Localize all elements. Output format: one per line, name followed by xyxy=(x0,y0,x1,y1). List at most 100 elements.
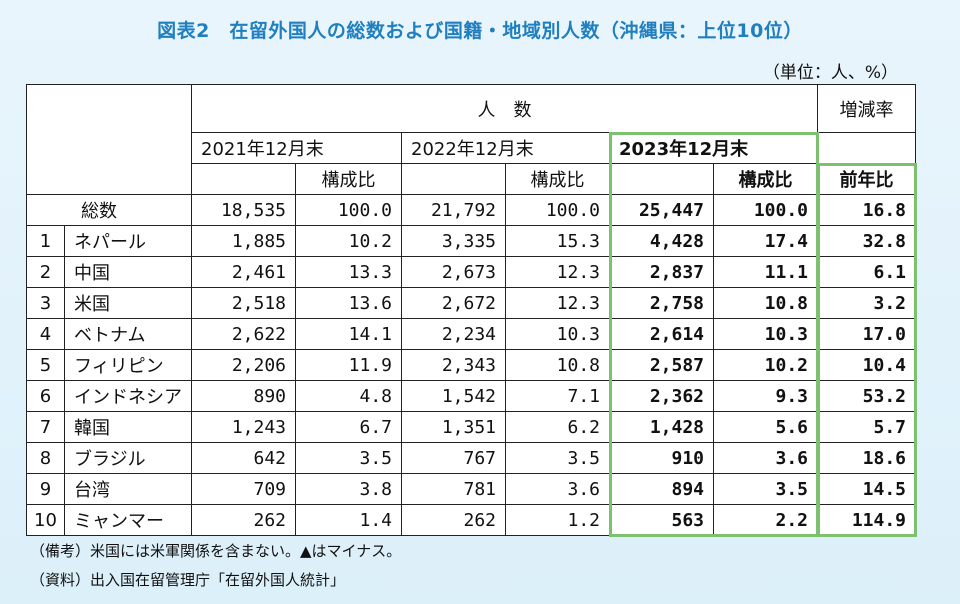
cell-rank: 1 xyxy=(26,225,65,257)
cell-v2021: 642 xyxy=(191,442,296,474)
cell-r2021: 10.2 xyxy=(295,225,402,257)
header-change-blank xyxy=(817,132,916,164)
cell-v2022: 2,234 xyxy=(401,318,506,350)
cell-name: フィリピン xyxy=(64,349,192,381)
cell-yoy: 114.9 xyxy=(817,504,916,536)
total-r2022: 100.0 xyxy=(505,194,610,226)
cell-yoy: 10.4 xyxy=(817,349,916,381)
table-row: 4 ベトナム 2,622 14.1 2,234 10.3 2,614 10.3 17.0 xyxy=(26,318,916,350)
cell-v2022: 2,343 xyxy=(401,349,506,381)
header-yoy: 前年比 xyxy=(817,163,916,195)
cell-v2022: 2,673 xyxy=(401,256,506,288)
cell-name: 韓国 xyxy=(64,411,192,443)
cell-r2022: 3.5 xyxy=(505,442,610,474)
note-remarks: （備考）米国には米軍関係を含まない。▲はマイナス。 xyxy=(30,542,402,560)
cell-name: インドネシア xyxy=(64,380,192,412)
cell-rank: 10 xyxy=(26,504,65,536)
cell-r2023: 3.6 xyxy=(713,442,818,474)
table-row: 2 中国 2,461 13.3 2,673 12.3 2,837 11.1 6.1 xyxy=(26,256,916,288)
corner-cell xyxy=(26,84,192,195)
cell-v2022: 767 xyxy=(401,442,506,474)
cell-yoy: 5.7 xyxy=(817,411,916,443)
cell-r2023: 17.4 xyxy=(713,225,818,257)
cell-yoy: 3.2 xyxy=(817,287,916,319)
table-container: 人 数 増減率 2021年12月末 2022年12月末 2023年12月末 構成… xyxy=(26,84,917,537)
cell-r2021: 1.4 xyxy=(295,504,402,536)
cell-v2021: 1,243 xyxy=(191,411,296,443)
header-2023: 2023年12月末 xyxy=(609,132,818,164)
total-row: 総数 18,535 100.0 21,792 100.0 25,447 100.… xyxy=(26,194,916,226)
cell-rank: 6 xyxy=(26,380,65,412)
total-yoy: 16.8 xyxy=(817,194,916,226)
page-title: 図表2 在留外国人の総数および国籍・地域別人数（沖縄県：上位10位） xyxy=(157,20,803,42)
cell-v2021: 2,461 xyxy=(191,256,296,288)
header-people: 人 数 xyxy=(191,84,818,133)
total-r2021: 100.0 xyxy=(295,194,402,226)
blank-2022 xyxy=(401,163,506,195)
table-row: 6 インドネシア 890 4.8 1,542 7.1 2,362 9.3 53.2 xyxy=(26,380,916,412)
cell-r2023: 10.3 xyxy=(713,318,818,350)
header-ratio-2022: 構成比 xyxy=(505,163,610,195)
cell-r2021: 6.7 xyxy=(295,411,402,443)
table-body: 1 ネパール 1,885 10.2 3,335 15.3 4,428 17.4 32.8 2 中国 2… xyxy=(26,225,916,536)
cell-v2023: 894 xyxy=(609,473,714,505)
cell-yoy: 18.6 xyxy=(817,442,916,474)
cell-r2023: 2.2 xyxy=(713,504,818,536)
table-row: 1 ネパール 1,885 10.2 3,335 15.3 4,428 17.4 32.8 xyxy=(26,225,916,257)
cell-r2021: 3.5 xyxy=(295,442,402,474)
cell-yoy: 17.0 xyxy=(817,318,916,350)
cell-v2021: 2,622 xyxy=(191,318,296,350)
cell-r2023: 10.2 xyxy=(713,349,818,381)
cell-yoy: 14.5 xyxy=(817,473,916,505)
cell-v2021: 2,206 xyxy=(191,349,296,381)
cell-r2021: 13.6 xyxy=(295,287,402,319)
cell-r2023: 5.6 xyxy=(713,411,818,443)
cell-v2021: 709 xyxy=(191,473,296,505)
cell-r2021: 11.9 xyxy=(295,349,402,381)
cell-r2022: 7.1 xyxy=(505,380,610,412)
cell-name: 中国 xyxy=(64,256,192,288)
table-row: 3 米国 2,518 13.6 2,672 12.3 2,758 10.8 3.2 xyxy=(26,287,916,319)
total-label: 総数 xyxy=(26,194,192,226)
cell-r2022: 6.2 xyxy=(505,411,610,443)
cell-v2021: 2,518 xyxy=(191,287,296,319)
cell-v2023: 1,428 xyxy=(609,411,714,443)
cell-yoy: 32.8 xyxy=(817,225,916,257)
cell-v2022: 1,351 xyxy=(401,411,506,443)
cell-r2021: 13.3 xyxy=(295,256,402,288)
cell-r2022: 10.8 xyxy=(505,349,610,381)
cell-name: ブラジル xyxy=(64,442,192,474)
cell-rank: 3 xyxy=(26,287,65,319)
cell-rank: 9 xyxy=(26,473,65,505)
cell-v2023: 563 xyxy=(609,504,714,536)
header-2022: 2022年12月末 xyxy=(401,132,610,164)
cell-name: 台湾 xyxy=(64,473,192,505)
cell-r2023: 10.8 xyxy=(713,287,818,319)
cell-r2022: 10.3 xyxy=(505,318,610,350)
cell-v2023: 2,614 xyxy=(609,318,714,350)
cell-r2022: 15.3 xyxy=(505,225,610,257)
note-source: （資料）出入国在留管理庁「在留外国人統計」 xyxy=(30,571,346,589)
cell-rank: 2 xyxy=(26,256,65,288)
cell-r2023: 11.1 xyxy=(713,256,818,288)
cell-v2021: 1,885 xyxy=(191,225,296,257)
cell-v2022: 262 xyxy=(401,504,506,536)
cell-name: 米国 xyxy=(64,287,192,319)
cell-r2023: 9.3 xyxy=(713,380,818,412)
header-ratio-2023: 構成比 xyxy=(713,163,818,195)
total-v2021: 18,535 xyxy=(191,194,296,226)
header-ratio-2021: 構成比 xyxy=(295,163,402,195)
cell-v2022: 781 xyxy=(401,473,506,505)
cell-name: ベトナム xyxy=(64,318,192,350)
cell-v2022: 2,672 xyxy=(401,287,506,319)
cell-v2021: 890 xyxy=(191,380,296,412)
cell-r2021: 14.1 xyxy=(295,318,402,350)
cell-r2021: 3.8 xyxy=(295,473,402,505)
cell-rank: 4 xyxy=(26,318,65,350)
cell-name: ネパール xyxy=(64,225,192,257)
cell-r2022: 12.3 xyxy=(505,256,610,288)
cell-r2022: 12.3 xyxy=(505,287,610,319)
total-v2022: 21,792 xyxy=(401,194,506,226)
cell-v2022: 1,542 xyxy=(401,380,506,412)
cell-r2021: 4.8 xyxy=(295,380,402,412)
